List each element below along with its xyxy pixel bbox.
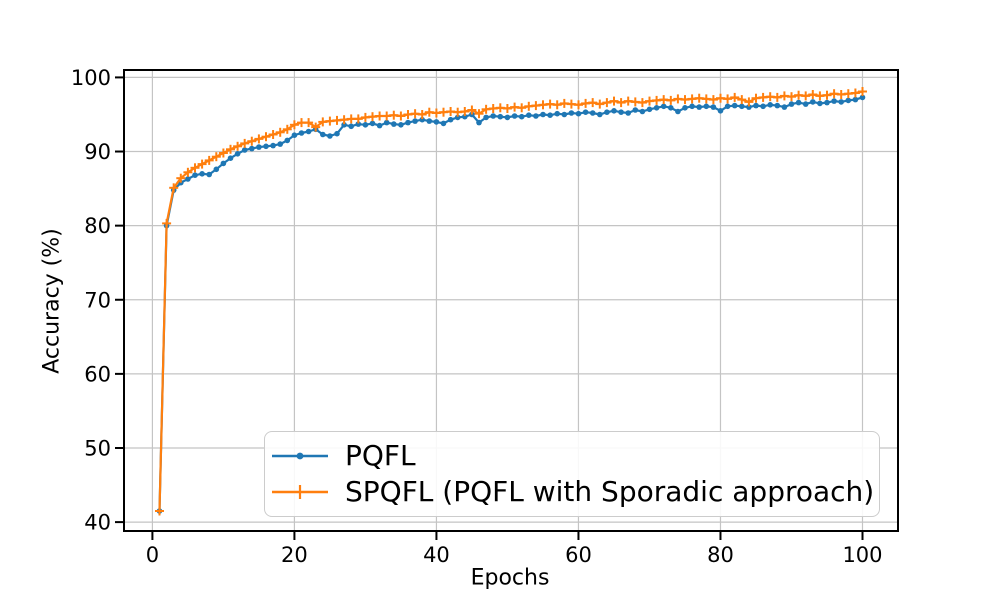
pqfl-line	[158, 96, 864, 513]
y-tick-label: 40	[84, 511, 111, 535]
x-tick-label: 100	[842, 543, 882, 567]
y-tick-label: 60	[84, 362, 111, 386]
pqfl-legend-sample	[272, 452, 328, 460]
y-tick-label: 90	[84, 140, 111, 164]
spqfl-legend-sample	[272, 485, 328, 499]
pqfl-markers	[156, 94, 866, 514]
x-tick-label: 80	[707, 543, 734, 567]
legend-label-pqfl: PQFL	[345, 439, 416, 473]
legend: PQFL SPQFL (PQFL with Sporadic approach)	[264, 431, 880, 517]
x-tick-label: 20	[281, 543, 308, 567]
legend-item-spqfl: SPQFL (PQFL with Sporadic approach)	[271, 477, 879, 507]
x-tick-label: 0	[146, 543, 159, 567]
legend-label-spqfl: SPQFL (PQFL with Sporadic approach)	[345, 475, 875, 509]
legend-item-pqfl: PQFL	[271, 441, 879, 471]
y-axis-label: Accuracy (%)	[39, 228, 65, 374]
y-tick-label: 100	[71, 66, 111, 90]
x-tick-label: 60	[565, 543, 592, 567]
spqfl-markers	[155, 87, 867, 516]
x-tick-label: 40	[423, 543, 450, 567]
y-tick-label: 50	[84, 436, 111, 460]
x-axis-label: Epochs	[470, 565, 550, 591]
y-tick-label: 70	[84, 288, 111, 312]
y-tick-label: 80	[84, 214, 111, 238]
